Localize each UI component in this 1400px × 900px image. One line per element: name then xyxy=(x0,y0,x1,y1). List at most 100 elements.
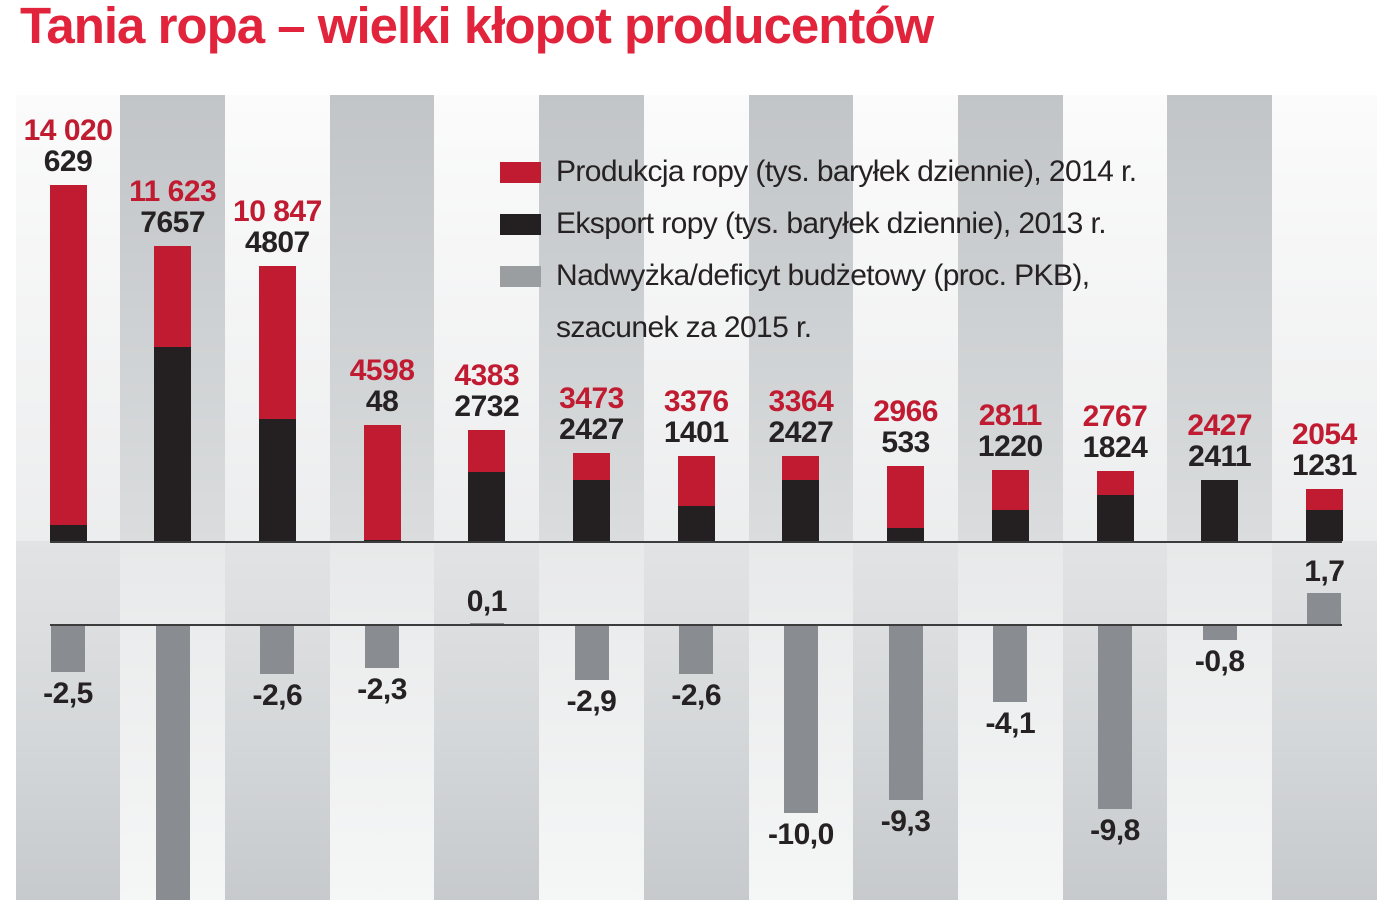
production-bar xyxy=(363,424,401,542)
budget-bar xyxy=(51,625,85,672)
export-swatch-icon xyxy=(500,213,541,235)
production-value: 3473 xyxy=(559,382,624,416)
export-value: 4807 xyxy=(245,225,310,259)
export-bar xyxy=(991,510,1029,542)
production-export-value-label: 2966 533 xyxy=(873,396,938,458)
production-export-value-label: 2427 2411 xyxy=(1187,410,1252,472)
export-bar xyxy=(782,479,820,542)
export-value: 533 xyxy=(881,426,930,460)
export-bar xyxy=(887,527,925,542)
budget-bar xyxy=(993,625,1028,703)
background-band-upper xyxy=(957,95,1063,541)
budget-bar xyxy=(783,625,818,813)
export-bar xyxy=(468,471,506,542)
production-value: 3364 xyxy=(768,384,834,418)
production-value: 2811 xyxy=(978,398,1043,432)
export-value: 1401 xyxy=(663,415,729,449)
budget-value-label: -9,8 xyxy=(1090,814,1140,848)
budget-value-label: -2,5 xyxy=(43,677,93,710)
budget-value-label: 0,1 xyxy=(466,585,508,619)
production-value: 4598 xyxy=(349,353,415,387)
chart-title: Tania ropa – wielki kłopot producentów xyxy=(20,0,934,54)
production-export-value-label: 11 623 7657 xyxy=(129,174,217,239)
budget-value-label: 1,7 xyxy=(1304,555,1345,589)
production-export-value-label: 14 020 629 xyxy=(24,115,113,177)
budget-bar xyxy=(155,625,190,900)
legend-item-budget-continuation: szacunek za 2015 r. xyxy=(500,302,1136,354)
production-baseline xyxy=(50,540,1342,543)
background-band-lower xyxy=(225,541,330,900)
production-export-value-label: 10 847 4807 xyxy=(233,196,322,258)
export-value: 2427 xyxy=(768,415,834,449)
export-bar xyxy=(573,479,610,542)
production-export-value-label: 3364 2427 xyxy=(769,386,834,448)
background-band-upper xyxy=(1167,95,1273,541)
budget-value-label: -9,3 xyxy=(880,804,931,838)
legend-label-budget-continuation: szacunek za 2015 r. xyxy=(556,311,812,344)
background-band-lower xyxy=(643,541,749,900)
budget-value-label: -10,0 xyxy=(767,818,834,851)
production-value: 2054 xyxy=(1292,418,1357,452)
production-value: 10 847 xyxy=(233,194,322,228)
legend-item-production: Produkcja ropy (tys. baryłek dziennie), … xyxy=(500,146,1137,198)
budget-swatch-icon xyxy=(500,265,541,287)
legend-item-budget: Nadwyżka/deficyt budżetowy (proc. PKB), xyxy=(500,250,1136,302)
export-value: 629 xyxy=(43,144,93,178)
budget-value-label: -2,6 xyxy=(252,678,303,712)
export-value: 2732 xyxy=(454,389,520,423)
production-value: 3376 xyxy=(663,384,729,418)
budget-value-label: -2,3 xyxy=(357,673,407,707)
export-bar xyxy=(1201,480,1239,542)
budget-value-label: -0,8 xyxy=(1194,645,1245,679)
legend: Produkcja ropy (tys. baryłek dziennie), … xyxy=(500,146,1137,354)
export-value: 1220 xyxy=(977,429,1043,463)
legend-label-budget: Nadwyżka/deficyt budżetowy (proc. PKB), xyxy=(556,259,1090,292)
legend-label-production: Produkcja ropy (tys. baryłek dziennie), … xyxy=(556,155,1137,188)
budget-value-label: -4,1 xyxy=(985,707,1036,741)
export-bar xyxy=(677,505,715,542)
background-band-lower xyxy=(15,541,121,900)
budget-value-label: -2,6 xyxy=(671,678,722,712)
budget-value-label: -2,9 xyxy=(566,684,617,718)
production-value: 11 623 xyxy=(129,174,217,208)
production-export-value-label: 4383 2732 xyxy=(454,360,519,422)
budget-zero-line xyxy=(50,624,1342,626)
budget-bar xyxy=(1307,593,1342,625)
budget-bar xyxy=(1098,625,1132,810)
production-export-value-label: 3376 1401 xyxy=(664,386,729,448)
budget-bar xyxy=(260,625,295,674)
export-bar xyxy=(258,419,296,542)
export-bar xyxy=(154,346,192,542)
budget-bar xyxy=(1202,625,1237,641)
export-bar xyxy=(49,525,87,542)
budget-bar xyxy=(888,625,923,800)
legend-label-export: Eksport ropy (tys. baryłek dziennie), 20… xyxy=(556,207,1107,240)
production-value: 2966 xyxy=(873,395,938,429)
export-value: 7657 xyxy=(140,205,206,239)
production-value: 2427 xyxy=(1187,408,1253,442)
export-value: 1231 xyxy=(1292,449,1357,483)
export-bar xyxy=(1305,510,1343,542)
export-value: 2427 xyxy=(559,413,624,447)
production-export-value-label: 4598 48 xyxy=(350,355,415,417)
production-value: 14 020 xyxy=(23,113,113,147)
production-swatch-icon xyxy=(500,161,541,183)
production-export-value-label: 2767 1824 xyxy=(1083,401,1148,463)
budget-bar xyxy=(574,625,609,680)
production-export-value-label: 3473 2427 xyxy=(559,383,624,445)
production-export-value-label: 2811 1220 xyxy=(978,400,1043,462)
background-band-lower xyxy=(434,541,540,900)
budget-bar xyxy=(679,625,714,674)
legend-item-export: Eksport ropy (tys. baryłek dziennie), 20… xyxy=(500,198,1136,250)
export-value: 48 xyxy=(365,384,399,418)
export-value: 1824 xyxy=(1082,431,1148,465)
production-export-value-label: 2054 1231 xyxy=(1292,419,1357,481)
production-value: 4383 xyxy=(454,358,520,392)
export-bar xyxy=(1096,495,1134,542)
budget-bar xyxy=(365,625,400,669)
production-value: 2767 xyxy=(1082,400,1148,434)
export-value: 2411 xyxy=(1188,439,1252,473)
production-bar xyxy=(49,184,87,542)
